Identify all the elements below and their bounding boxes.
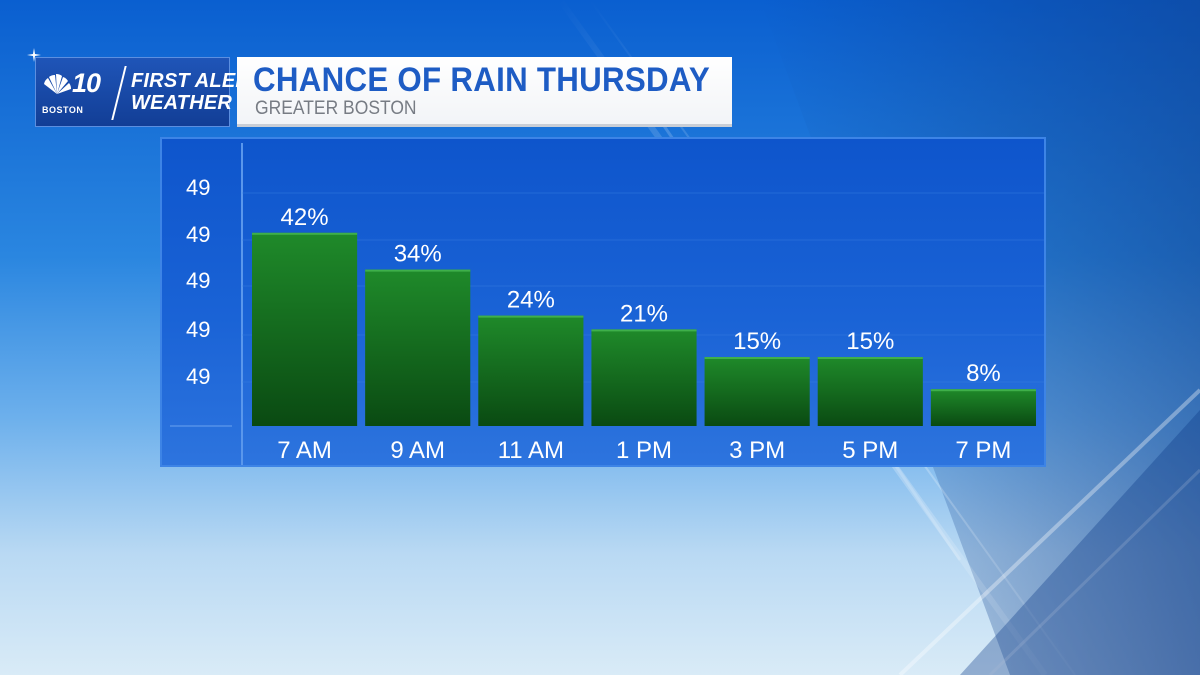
bar (930, 389, 1036, 426)
value-labels: 42% 34% 24% 21% 15% 15% 8% (281, 204, 1001, 387)
data-label: 34% (394, 241, 442, 268)
chart-panel: 49 49 49 49 49 42% 34% 24% 21% 15% 15% 8% 7 AM 9 AM… (160, 137, 1046, 467)
data-label: 15% (846, 328, 894, 355)
bar (591, 329, 697, 426)
bar-highlight (817, 357, 923, 359)
y-tick-label: 49 (186, 268, 210, 293)
logo-first-alert: FIRST ALERT (131, 70, 263, 92)
chart-title: CHANCE OF RAIN THURSDAY (253, 61, 711, 99)
x-tick-label: 5 PM (842, 437, 898, 464)
title-banner: CHANCE OF RAIN THURSDAY GREATER BOSTON (237, 57, 732, 127)
bar-highlight (478, 315, 584, 318)
station-logo: 10 BOSTON FIRST ALERT WEATHER (35, 57, 262, 127)
x-tick-label: 7 PM (955, 437, 1011, 464)
y-tick-label: 49 (186, 175, 210, 200)
x-tick-label: 9 AM (390, 437, 445, 464)
logo-weather: WEATHER (131, 92, 233, 114)
x-tick-label: 11 AM (498, 437, 564, 464)
x-tick-label: 1 PM (616, 437, 672, 464)
bar (252, 232, 358, 426)
y-axis-ticks: 49 49 49 49 49 (186, 175, 210, 389)
sparkle-icon (27, 48, 41, 62)
y-tick-label: 49 (186, 364, 210, 389)
bar-highlight (252, 232, 358, 235)
bar-highlight (704, 357, 810, 359)
bar (704, 357, 810, 426)
bar (478, 315, 584, 426)
bar-highlight (930, 389, 1036, 392)
logo-channel-number: 10 (72, 68, 101, 98)
bar (365, 269, 471, 426)
bar-highlight (591, 329, 697, 332)
data-label: 42% (281, 204, 329, 231)
peacock-icon (44, 73, 72, 94)
x-tick-label: 3 PM (729, 437, 785, 464)
bar-highlight (365, 269, 471, 272)
x-axis-ticks: 7 AM 9 AM 11 AM 1 PM 3 PM 5 PM 7 PM (277, 437, 1011, 464)
data-label: 15% (733, 328, 781, 355)
data-label: 24% (507, 287, 555, 314)
logo-divider (111, 66, 127, 120)
x-tick-label: 7 AM (277, 437, 332, 464)
y-tick-label: 49 (186, 222, 210, 247)
bar (817, 357, 923, 426)
y-tick-label: 49 (186, 317, 210, 342)
logo-city: BOSTON (42, 105, 84, 115)
chart-subtitle: GREATER BOSTON (255, 98, 417, 119)
bar-chart: 49 49 49 49 49 42% 34% 24% 21% 15% 15% 8% 7 AM 9 AM… (170, 143, 1044, 465)
data-label: 21% (620, 300, 668, 327)
data-label: 8% (966, 360, 1001, 387)
bars (252, 232, 1036, 426)
